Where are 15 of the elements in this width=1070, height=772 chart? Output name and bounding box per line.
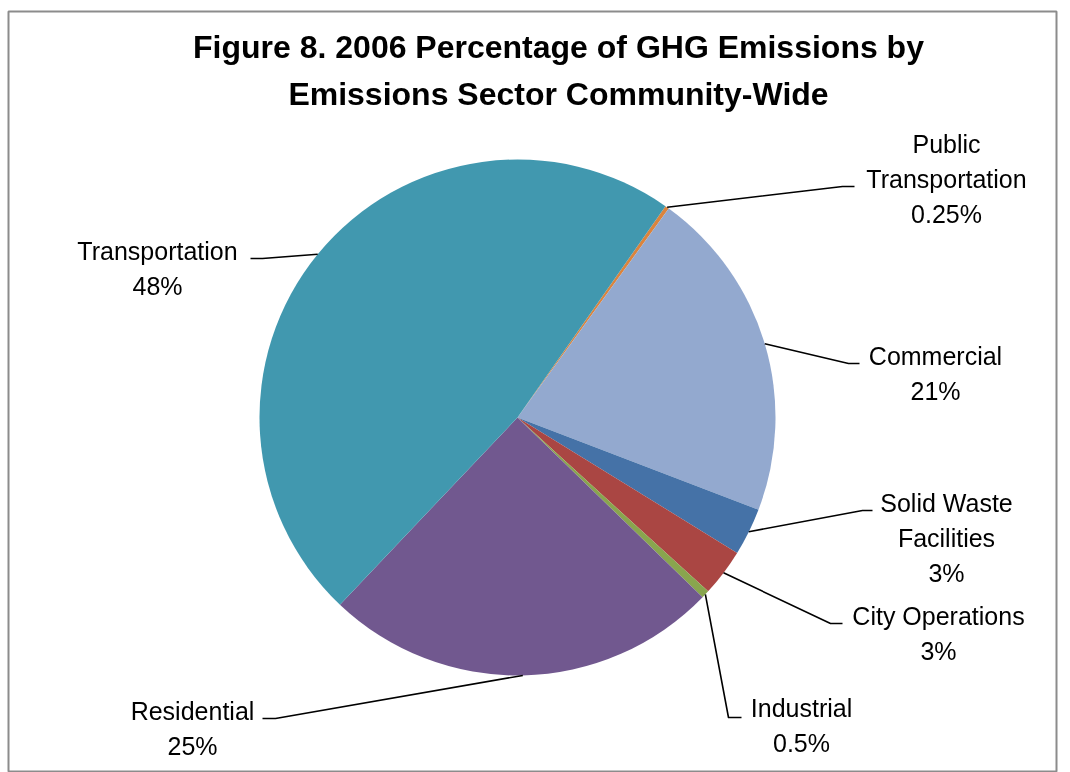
data-label: 25%: [167, 731, 218, 760]
slice-label: Public Transportation: [866, 129, 1027, 193]
data-label: 3%: [920, 636, 957, 665]
slice-label: Industrial: [750, 694, 853, 722]
data-label: 3%: [928, 558, 965, 587]
data-label: 48%: [132, 271, 183, 300]
slice-label: Commercial: [868, 341, 1003, 370]
slice-label: City Operations: [852, 601, 1025, 630]
data-label: 21%: [910, 376, 961, 405]
data-label: 0.25%: [911, 199, 982, 228]
slice-label: Residential: [130, 696, 255, 725]
slice-label: Solid Waste Facilities: [880, 488, 1013, 552]
chart-title: Figure 8. 2006 Percentage of GHG Emissions by Emissions Sector Community-Wide: [193, 28, 925, 112]
slice-label: Transportation: [77, 236, 238, 265]
data-label: 0.5%: [773, 729, 830, 757]
